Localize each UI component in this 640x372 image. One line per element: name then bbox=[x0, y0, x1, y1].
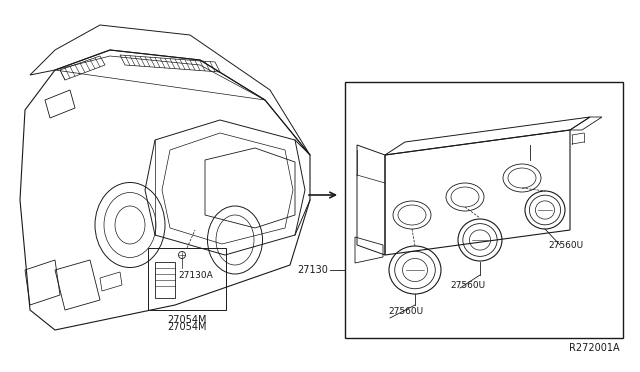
Text: 27560U: 27560U bbox=[388, 308, 423, 317]
Text: 27054M: 27054M bbox=[167, 315, 207, 325]
Text: 27130A: 27130A bbox=[178, 270, 212, 279]
Text: 27560U: 27560U bbox=[548, 241, 583, 250]
Text: 27054M: 27054M bbox=[167, 322, 207, 332]
Text: R272001A: R272001A bbox=[570, 343, 620, 353]
Text: 27560U: 27560U bbox=[450, 280, 485, 289]
Bar bbox=[148, 248, 226, 310]
Text: 27130: 27130 bbox=[297, 265, 328, 275]
Bar bbox=[345, 82, 623, 338]
